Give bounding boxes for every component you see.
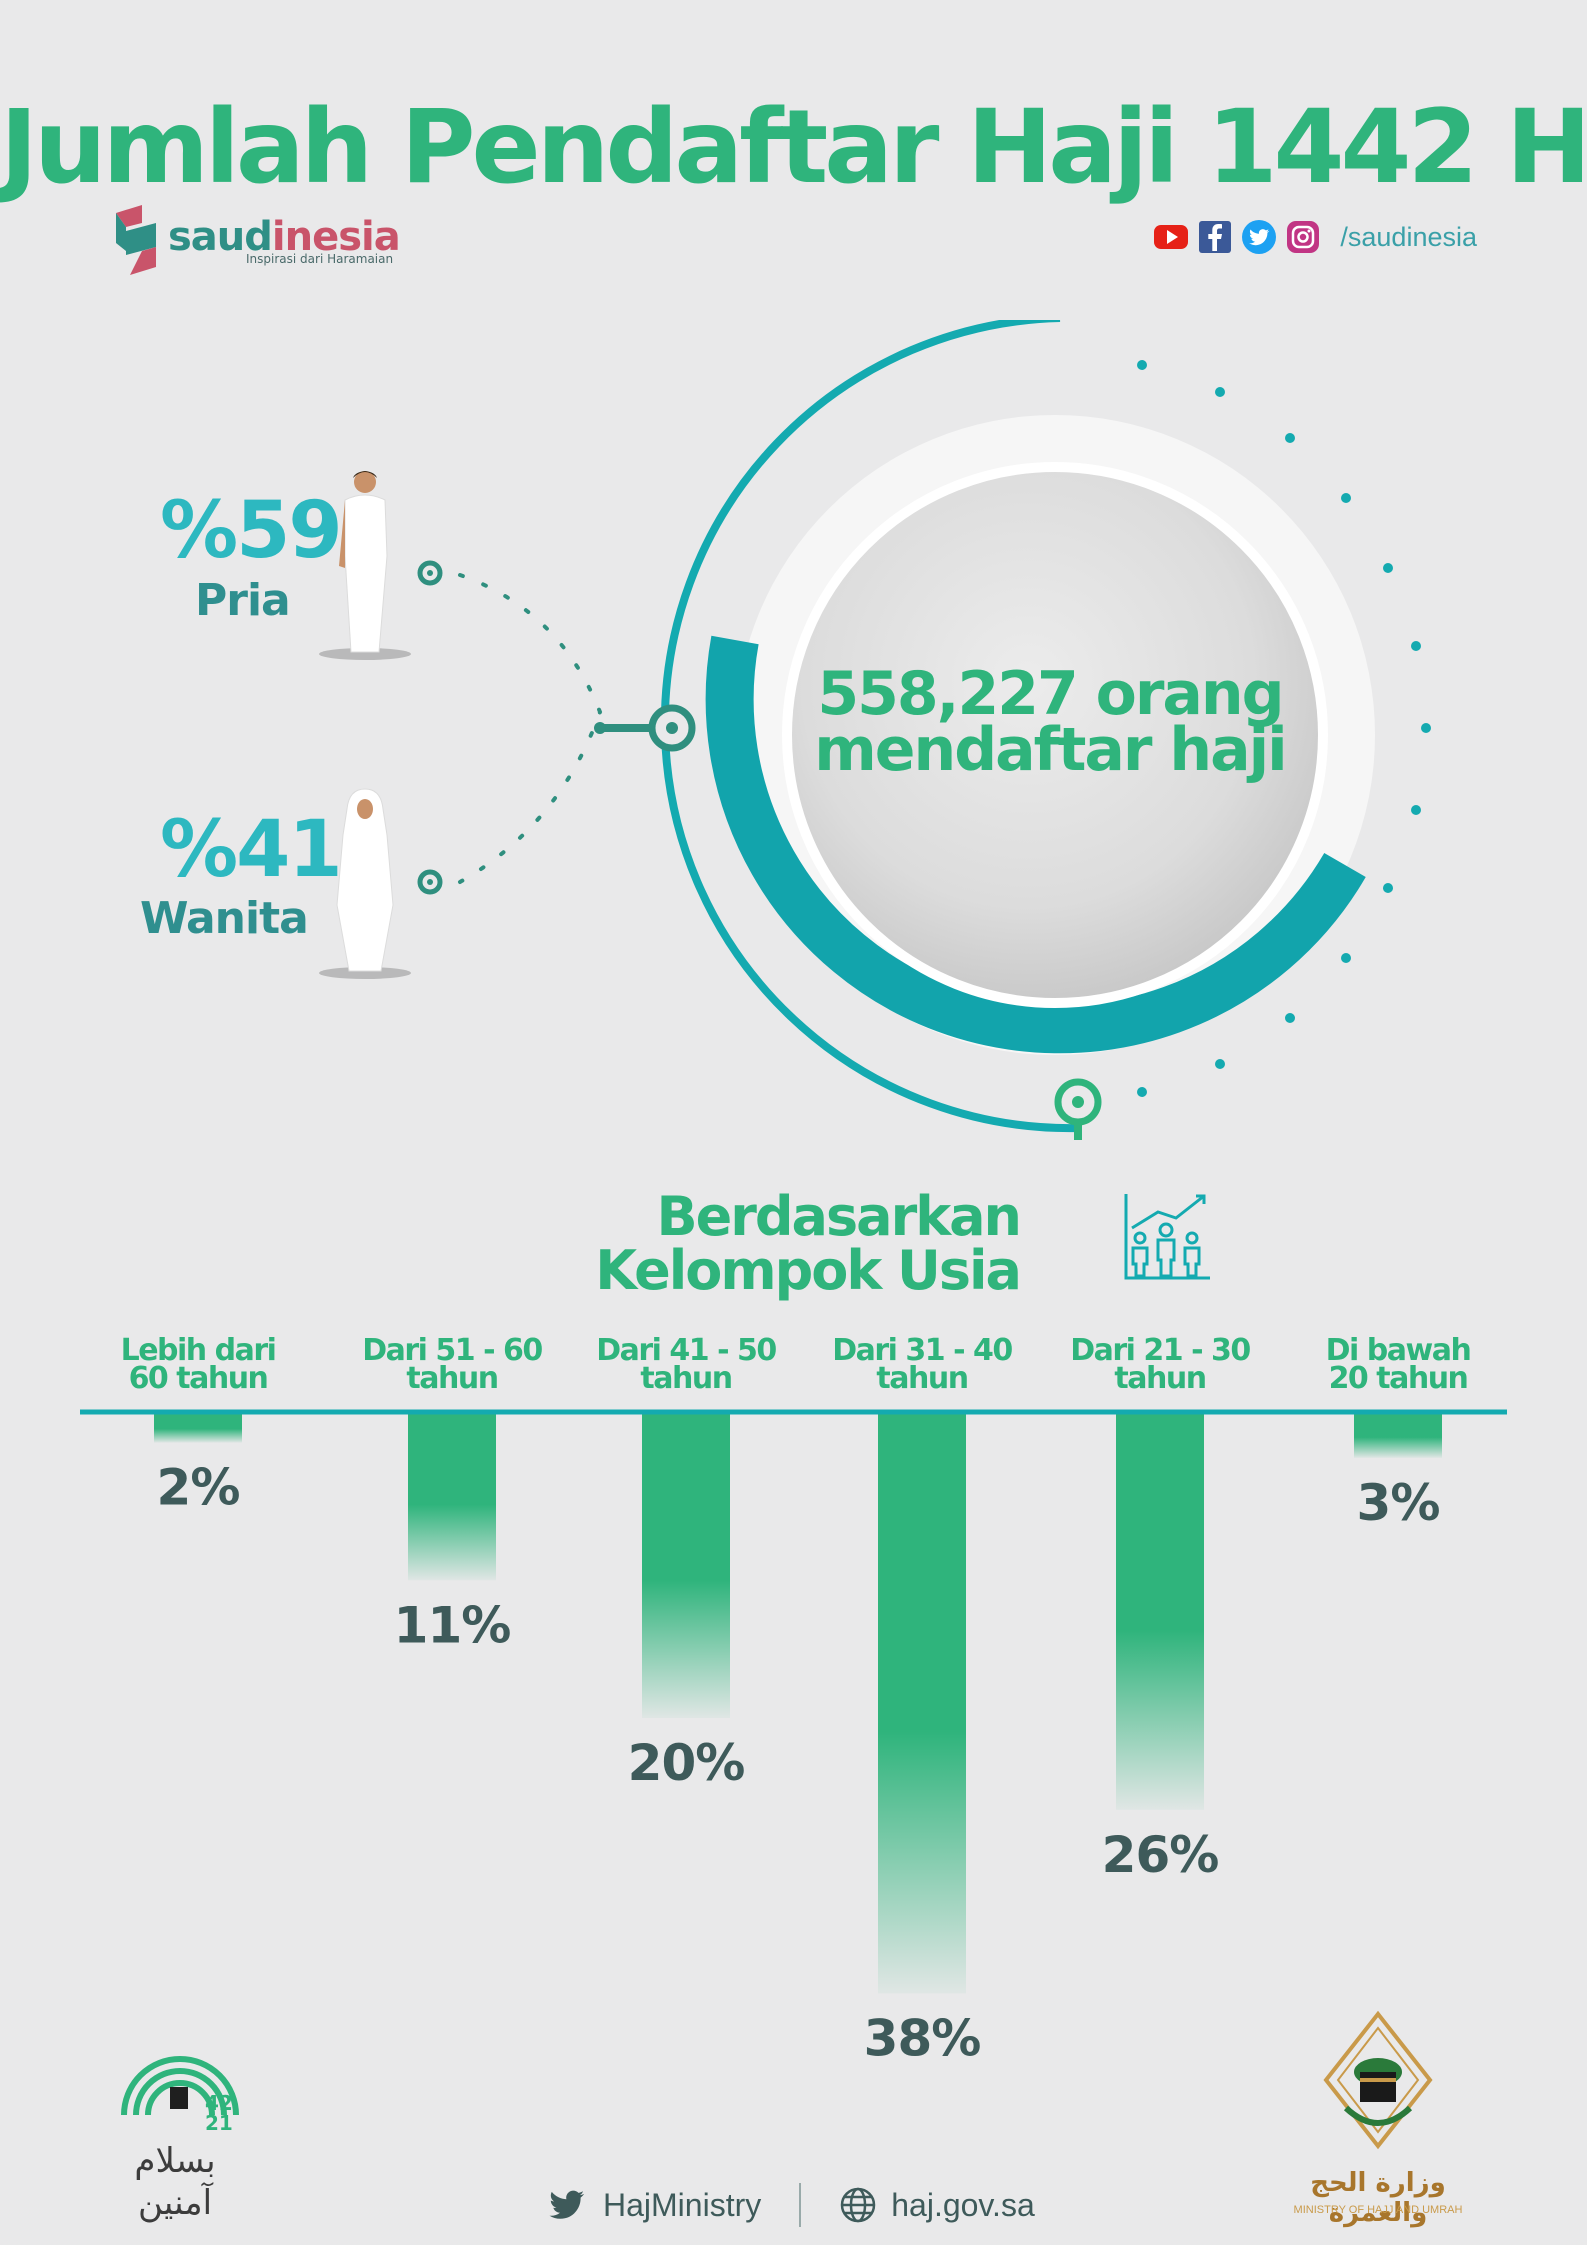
male-label: Pria	[195, 575, 291, 626]
bar	[1116, 1412, 1204, 1810]
logo-arabic-text: بسلام آمنين	[134, 2141, 216, 2223]
page-title: Jumlah Pendaftar Haji 1442 H	[0, 88, 1587, 207]
teal-arc	[705, 635, 1366, 1054]
category-label: 60 tahun	[129, 1361, 268, 1396]
female-percent: %41	[160, 805, 343, 895]
category-label: Di bawah	[1326, 1333, 1471, 1368]
age-group-heading: Berdasarkan Kelompok Usia	[580, 1185, 1022, 1302]
female-pilgrim-icon	[319, 788, 411, 979]
data-label: 11%	[394, 1596, 511, 1654]
ministry-arabic: وزارة الحج والعمرة	[1310, 2168, 1446, 2228]
category-label: tahun	[876, 1361, 967, 1396]
instagram-icon[interactable]	[1284, 218, 1322, 256]
data-label: 26%	[1102, 1826, 1219, 1884]
globe-icon	[840, 2187, 876, 2223]
twitter-icon	[549, 2190, 585, 2219]
category-label: tahun	[1114, 1361, 1205, 1396]
bar	[642, 1412, 730, 1718]
center-disc	[782, 462, 1328, 1008]
website-link[interactable]: haj.gov.sa	[891, 2186, 1035, 2223]
total-line1: 558,227 orang	[817, 659, 1284, 729]
dot-ring	[1137, 360, 1431, 1097]
youtube-icon[interactable]	[1152, 218, 1190, 256]
ministry-logo-icon	[1323, 2010, 1433, 2150]
data-label: 20%	[628, 1734, 745, 1792]
social-bar: /saudinesia	[1152, 218, 1477, 256]
data-label: 2%	[157, 1459, 240, 1517]
bar	[154, 1412, 242, 1443]
social-handle[interactable]: /saudinesia	[1340, 221, 1477, 252]
data-label: 38%	[864, 2009, 981, 2067]
age-group-icon	[1124, 1194, 1210, 1280]
category-label: Dari 41 - 50	[596, 1333, 776, 1368]
data-label: 3%	[1357, 1474, 1440, 1532]
category-label: tahun	[406, 1361, 497, 1396]
category-label: Dari 31 - 40	[832, 1333, 1012, 1368]
saudinesia-logo-icon	[116, 205, 156, 275]
donut-graphic	[417, 320, 1431, 1140]
male-pilgrim-icon	[319, 471, 411, 660]
gender-connector	[458, 573, 603, 884]
footer-links: HajMinistry haj.gov.sa	[545, 2183, 1035, 2227]
brand-name: saudinesia	[168, 214, 401, 260]
category-label: Lebih dari	[121, 1333, 276, 1368]
bar	[878, 1412, 966, 1994]
category-label: Dari 51 - 60	[362, 1333, 542, 1368]
total-registrants: 558,227 orang mendaftar haji	[800, 659, 1300, 785]
twitter-handle[interactable]: HajMinistry	[603, 2186, 762, 2223]
male-percent: %59	[160, 486, 343, 576]
bar	[1354, 1412, 1442, 1458]
category-label: Dari 21 - 30	[1070, 1333, 1250, 1368]
total-line2: mendaftar haji	[814, 715, 1287, 785]
category-label: tahun	[640, 1361, 731, 1396]
facebook-icon[interactable]	[1196, 218, 1234, 256]
subtitle-line1: Berdasarkan	[656, 1185, 1022, 1248]
female-label: Wanita	[140, 893, 309, 944]
bisalam-logo-icon	[121, 2056, 239, 2116]
category-label: 20 tahun	[1329, 1361, 1468, 1396]
subtitle-line2: Kelompok Usia	[595, 1239, 1022, 1302]
ministry-english: MINISTRY OF HAJJ AND UMRAH	[1293, 2204, 1463, 2216]
logo-numbers: 42 21	[205, 2091, 233, 2135]
brand-tagline: Inspirasi dari Haramaian	[246, 252, 394, 266]
bar	[408, 1412, 496, 1581]
footer-divider	[799, 2183, 802, 2227]
twitter-icon[interactable]	[1240, 218, 1278, 256]
